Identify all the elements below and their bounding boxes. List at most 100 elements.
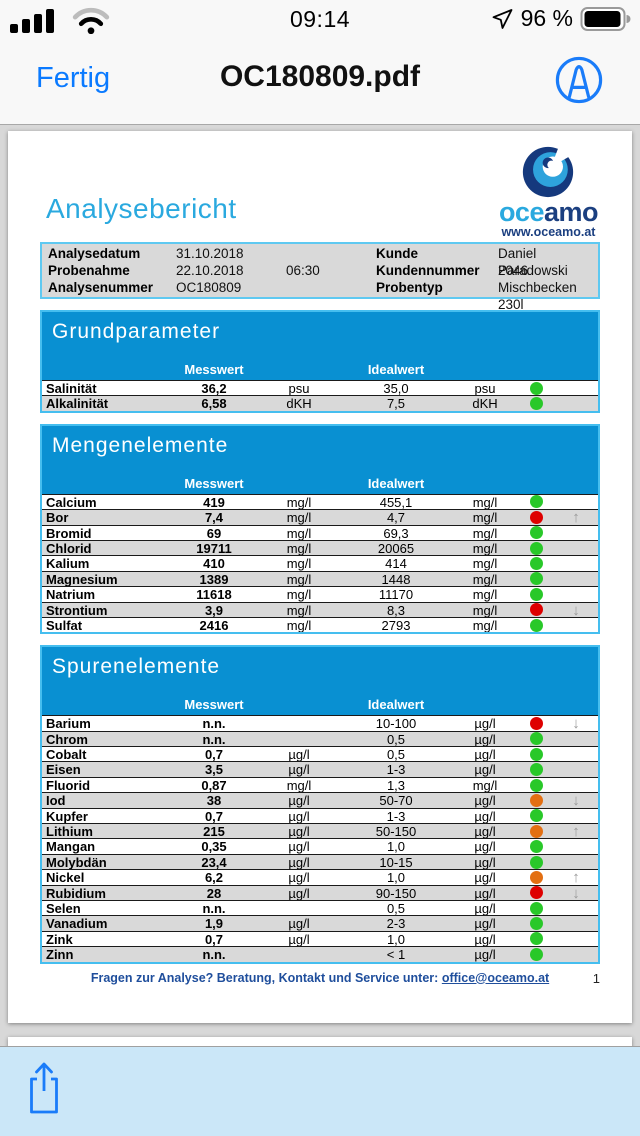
parameter-name: Iod bbox=[46, 793, 66, 808]
trend-arrow-icon bbox=[554, 762, 598, 776]
ideal-unit: mg/l bbox=[472, 510, 498, 525]
status-bar: 09:14 96 % bbox=[0, 0, 640, 40]
parameter-name: Zinn bbox=[46, 947, 74, 962]
trend-arrow-icon bbox=[554, 916, 598, 930]
location-arrow-icon bbox=[492, 8, 512, 29]
measured-unit: µg/l bbox=[288, 931, 310, 947]
ideal-unit: µg/l bbox=[474, 947, 496, 962]
parameter-name: Chrom bbox=[46, 731, 88, 747]
ideal-value: 2793 bbox=[381, 617, 411, 633]
table-row: Fluorid 0,87 mg/l 1,3 mg/l bbox=[42, 776, 598, 793]
section-title: Grundparameter bbox=[52, 320, 221, 343]
table-row: Rubidium 28 µg/l 90-150 µg/l ↓ bbox=[42, 884, 598, 900]
ideal-value: 1-3 bbox=[386, 762, 406, 777]
measured-unit: µg/l bbox=[288, 885, 310, 900]
measured-value: n.n. bbox=[202, 900, 226, 916]
parameter-name: Fluorid bbox=[46, 777, 91, 793]
measured-value: 7,4 bbox=[204, 510, 224, 525]
measured-value: 0,35 bbox=[201, 839, 227, 854]
ideal-value: 2-3 bbox=[386, 916, 406, 931]
info-label-2: Probentyp bbox=[376, 280, 443, 295]
measured-unit: µg/l bbox=[288, 824, 310, 839]
info-value-1b bbox=[286, 279, 376, 313]
wifi-icon bbox=[72, 7, 110, 34]
parameter-name: Sulfat bbox=[46, 617, 83, 633]
measured-unit bbox=[258, 732, 340, 746]
ideal-value: 35,0 bbox=[383, 381, 409, 396]
measured-unit: mg/l bbox=[286, 510, 312, 525]
status-dot bbox=[529, 541, 543, 555]
ideal-unit: µg/l bbox=[474, 885, 496, 900]
report-title: Analysebericht bbox=[46, 193, 237, 224]
ideal-unit: mg/l bbox=[472, 494, 498, 510]
parameter-name: Alkalinität bbox=[46, 396, 109, 411]
ideal-value: 414 bbox=[385, 556, 407, 571]
status-dot bbox=[529, 716, 543, 730]
status-dot bbox=[529, 793, 543, 807]
ideal-unit: mg/l bbox=[472, 556, 498, 571]
table-row: Natrium 11618 mg/l 11170 mg/l bbox=[42, 586, 598, 602]
table-row: Nickel 6,2 µg/l 1,0 µg/l ↑ bbox=[42, 869, 598, 885]
parameter-name: Vanadium bbox=[46, 916, 108, 931]
measured-unit bbox=[258, 716, 340, 730]
page-number: 1 bbox=[592, 970, 600, 986]
wave-swirl-logo-icon bbox=[523, 142, 577, 198]
measured-unit: mg/l bbox=[286, 494, 312, 510]
column-headers: Messwert Idealwert bbox=[42, 476, 598, 494]
pdf-scroll-area[interactable]: Analysebericht oceamo www.oceamo.at bbox=[0, 125, 640, 1136]
ideal-value: 1,3 bbox=[386, 777, 406, 793]
trend-arrow-icon bbox=[554, 572, 598, 586]
trend-arrow-icon: ↑ bbox=[572, 824, 580, 839]
column-headers: Messwert Idealwert bbox=[42, 697, 598, 715]
info-label-2: Kundennummer bbox=[376, 263, 480, 278]
parameter-name: Kupfer bbox=[46, 808, 88, 824]
measured-unit: µg/l bbox=[288, 839, 310, 854]
parameter-name: Molybdän bbox=[46, 854, 107, 870]
status-dot bbox=[529, 397, 543, 411]
measured-value: 23,4 bbox=[201, 854, 227, 870]
ideal-unit: µg/l bbox=[474, 824, 496, 839]
measured-value: 0,7 bbox=[204, 808, 224, 824]
trend-arrow-icon: ↓ bbox=[572, 602, 580, 617]
info-row: Analysenummer OC180809 Probentyp Mischbe… bbox=[42, 279, 598, 312]
info-value-2: Daniel Paradowski bbox=[498, 246, 568, 278]
trend-arrow-icon: ↓ bbox=[572, 885, 580, 900]
trend-arrow-icon bbox=[554, 778, 598, 792]
status-dot bbox=[529, 557, 543, 571]
measured-value: 36,2 bbox=[201, 381, 227, 396]
table-row: Kupfer 0,7 µg/l 1-3 µg/l bbox=[42, 807, 598, 824]
measured-value: 2416 bbox=[199, 617, 229, 633]
measured-value: 0,87 bbox=[201, 777, 227, 793]
footer-email-link[interactable]: office@oceamo.at bbox=[441, 970, 550, 985]
ideal-unit: mg/l bbox=[472, 525, 498, 540]
ideal-unit: dKH bbox=[472, 396, 498, 411]
ideal-value: 50-150 bbox=[375, 824, 417, 839]
parameter-name: Mangan bbox=[46, 839, 96, 854]
markup-pen-circle-icon[interactable] bbox=[554, 55, 604, 105]
status-dot bbox=[529, 618, 543, 632]
measured-unit: mg/l bbox=[286, 556, 312, 571]
table-row: Bromid 69 mg/l 69,3 mg/l bbox=[42, 524, 598, 540]
ideal-unit: µg/l bbox=[474, 839, 496, 854]
trend-arrow-icon bbox=[554, 381, 598, 395]
ideal-value: 10-15 bbox=[379, 854, 413, 870]
status-dot bbox=[529, 732, 543, 746]
measured-unit: µg/l bbox=[288, 747, 310, 762]
trend-arrow-icon: ↑ bbox=[572, 870, 580, 885]
ideal-value: 0,5 bbox=[386, 731, 406, 747]
ideal-value: 10-100 bbox=[375, 716, 417, 731]
ideal-value: 0,5 bbox=[386, 900, 406, 916]
info-label-1: Probenahme bbox=[48, 263, 130, 278]
done-button[interactable]: Fertig bbox=[36, 62, 111, 94]
table-row: Eisen 3,5 µg/l 1-3 µg/l bbox=[42, 761, 598, 777]
status-dot bbox=[529, 932, 543, 946]
measured-value: 6,58 bbox=[201, 396, 227, 411]
ideal-unit: µg/l bbox=[474, 793, 496, 808]
footer-text: Fragen zur Analyse? Beratung, Kontakt un… bbox=[90, 970, 439, 985]
ideal-unit: mg/l bbox=[472, 602, 498, 617]
ideal-value: 7,5 bbox=[386, 396, 406, 411]
share-icon[interactable] bbox=[24, 1059, 64, 1119]
section-rows: Salinität 36,2 psu 35,0 psu Alkalinität … bbox=[42, 380, 598, 411]
status-dot bbox=[529, 763, 543, 777]
column-header-messwert: Messwert bbox=[184, 362, 244, 377]
